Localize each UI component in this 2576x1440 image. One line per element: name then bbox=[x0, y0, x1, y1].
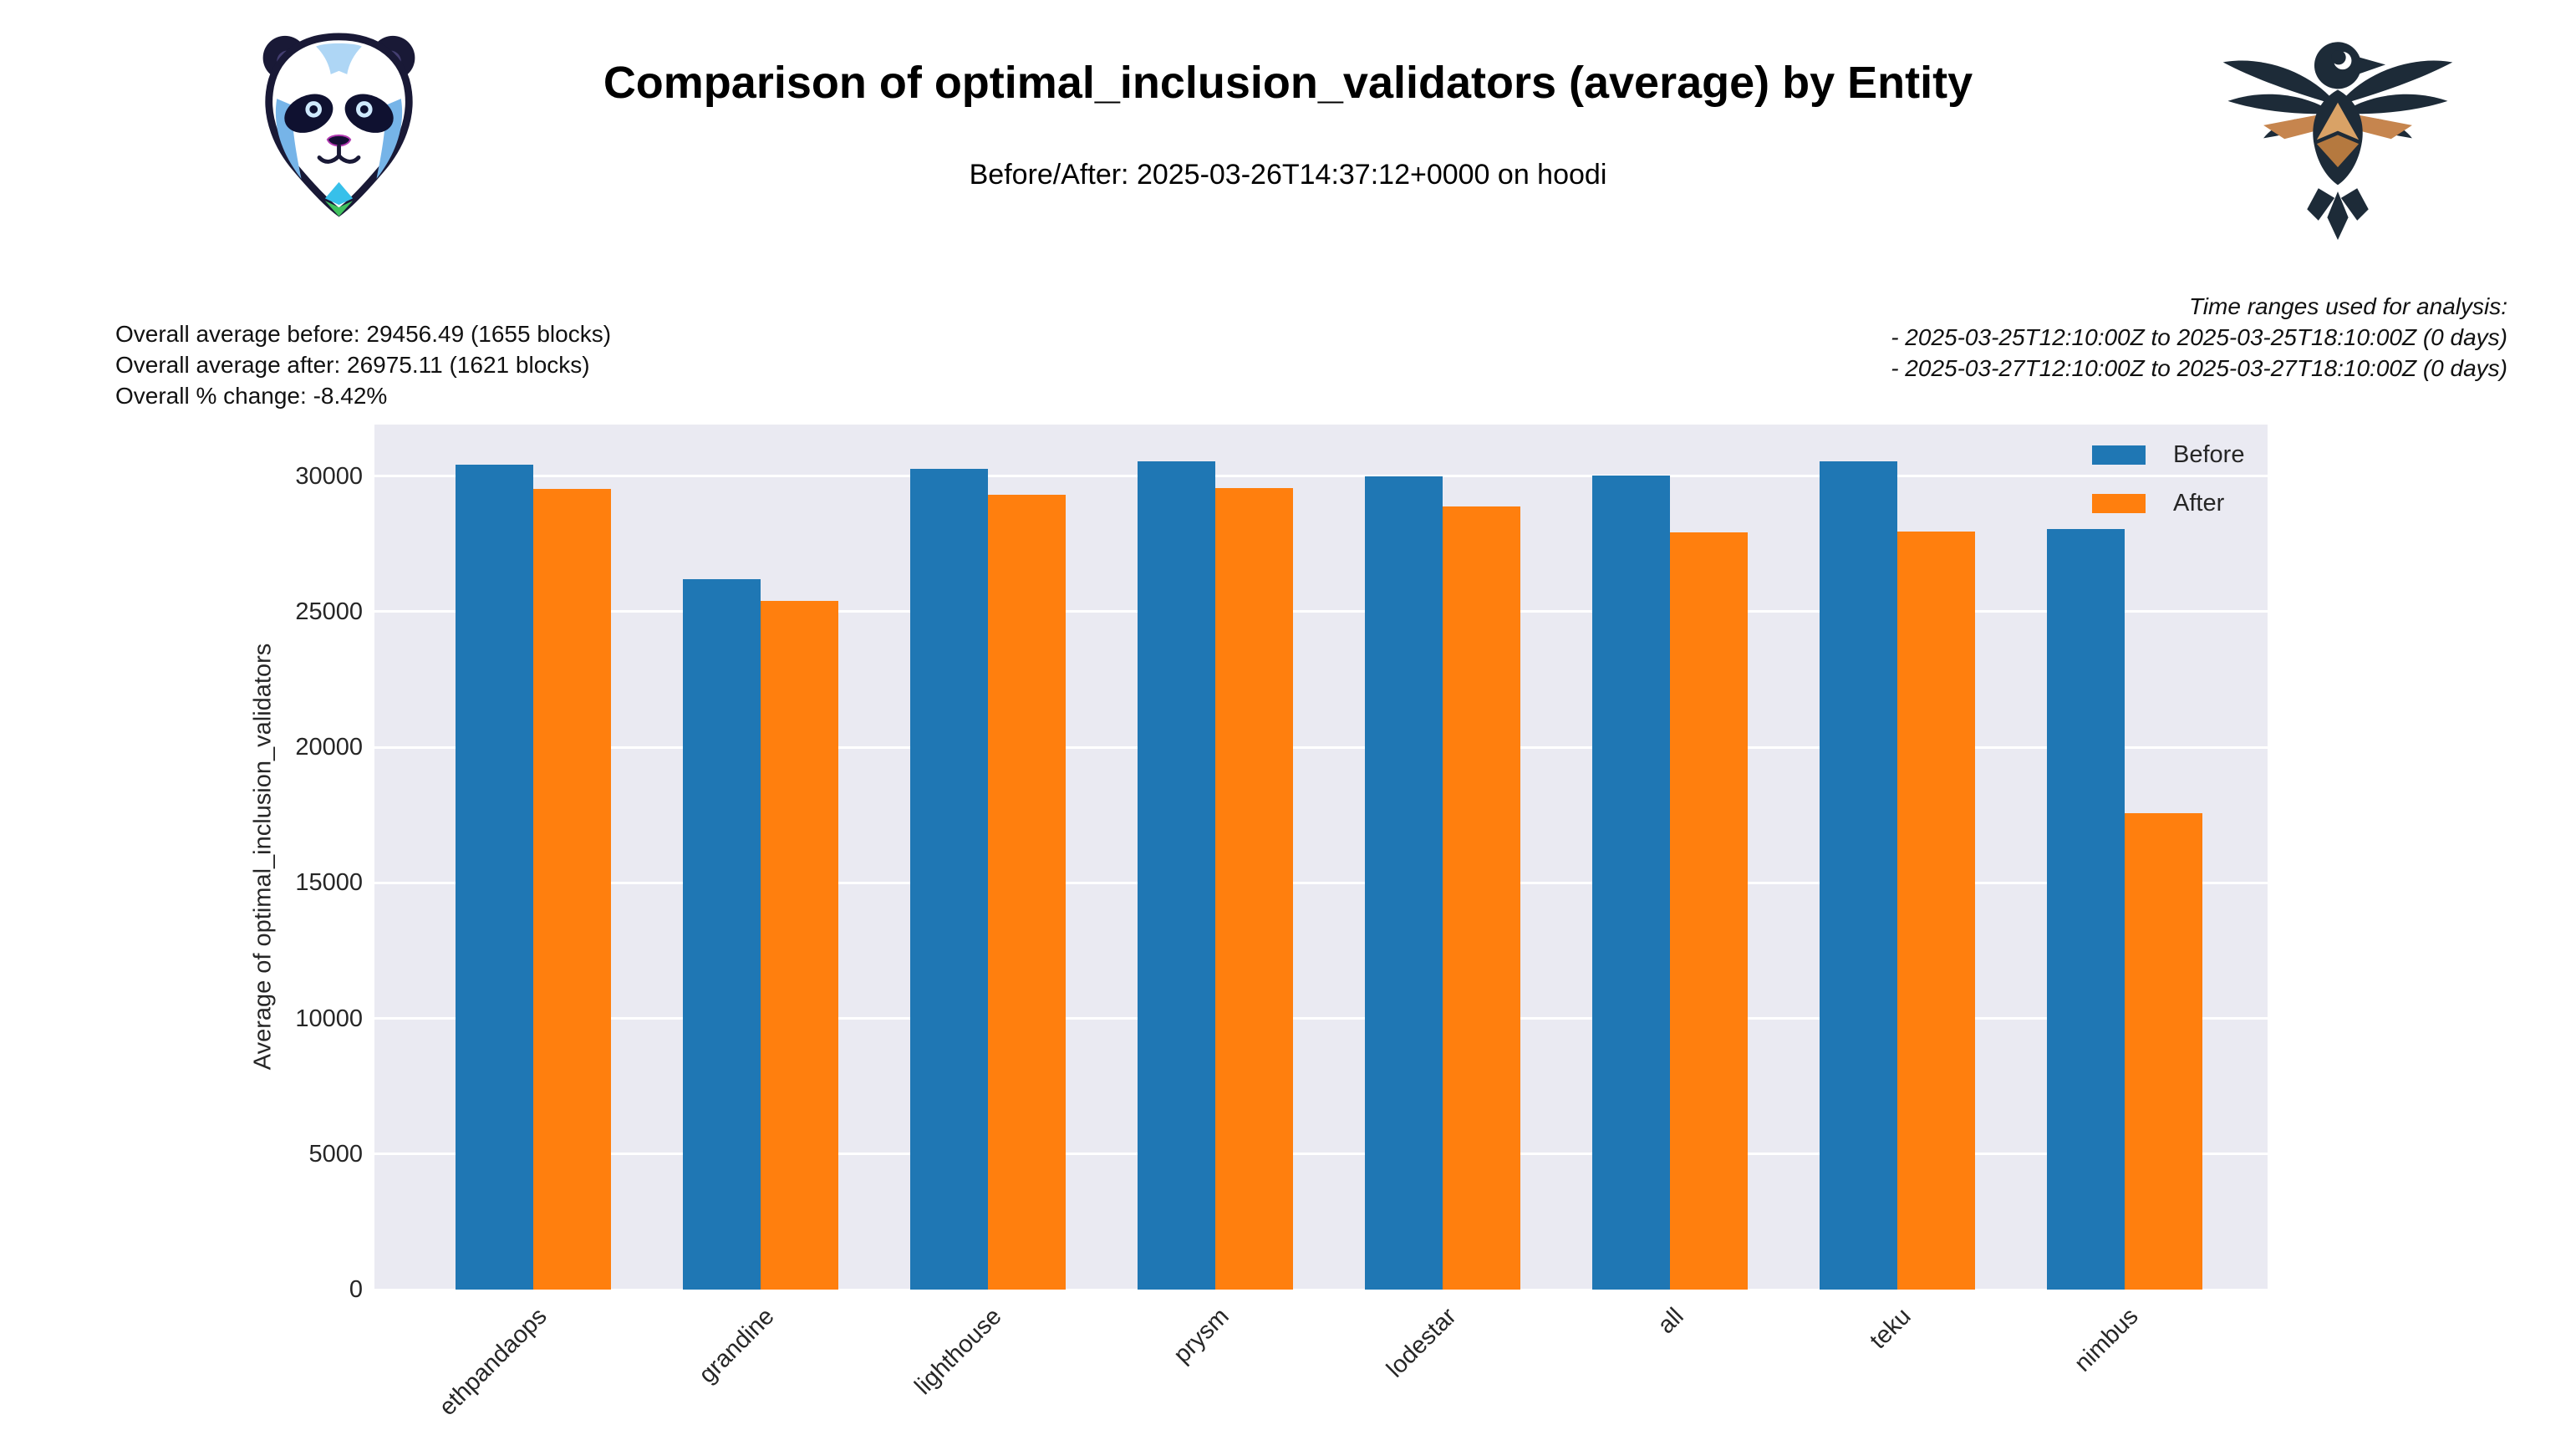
bar-before-lodestar bbox=[1365, 476, 1443, 1290]
bar-before-grandine bbox=[683, 578, 761, 1290]
time-range-1: - 2025-03-25T12:10:00Z to 2025-03-25T18:… bbox=[1891, 324, 2507, 350]
y-tick-label: 20000 bbox=[295, 734, 363, 761]
stat-overall-change: Overall % change: -8.42% bbox=[115, 383, 388, 409]
x-tick-label-ethpandaops: ethpandaops bbox=[434, 1303, 552, 1422]
y-tick-label: 5000 bbox=[308, 1140, 363, 1168]
y-tick-label: 10000 bbox=[295, 1005, 363, 1032]
x-tick-label-teku: teku bbox=[1865, 1303, 1917, 1355]
legend: Before After bbox=[2092, 441, 2244, 538]
legend-label-after: After bbox=[2173, 490, 2225, 516]
bar-after-grandine bbox=[761, 600, 838, 1290]
x-axis-ticks: ethpandaops grandine lighthouse prysm lodest… bbox=[374, 1290, 2268, 1440]
legend-swatch-before bbox=[2092, 445, 2146, 465]
bar-before-teku bbox=[1820, 460, 1897, 1290]
legend-swatch-after bbox=[2092, 494, 2146, 513]
bar-before-nimbus bbox=[2047, 528, 2125, 1290]
gridline bbox=[374, 475, 2268, 478]
x-tick-label-nimbus: nimbus bbox=[2069, 1303, 2144, 1377]
gridline bbox=[374, 1017, 2268, 1020]
page-subtitle: Before/After: 2025-03-26T14:37:12+0000 o… bbox=[969, 159, 1607, 191]
bar-after-nimbus bbox=[2125, 812, 2202, 1290]
gridline bbox=[374, 745, 2268, 749]
y-axis-ticks: 0 5000 10000 15000 20000 25000 30000 bbox=[0, 425, 363, 1303]
x-tick-label-lighthouse: lighthouse bbox=[909, 1303, 1007, 1401]
time-range-2: - 2025-03-27T12:10:00Z to 2025-03-27T18:… bbox=[1891, 355, 2507, 381]
plot-area bbox=[374, 425, 2268, 1291]
y-tick-label: 25000 bbox=[295, 598, 363, 625]
bar-after-prysm bbox=[1215, 487, 1293, 1290]
y-tick-label: 15000 bbox=[295, 869, 363, 897]
panda-logo-icon bbox=[249, 23, 429, 220]
y-tick-label: 0 bbox=[349, 1276, 363, 1303]
legend-item-before: Before bbox=[2092, 441, 2244, 469]
x-tick-label-all: all bbox=[1652, 1303, 1689, 1340]
y-tick-label: 30000 bbox=[295, 462, 363, 490]
stat-overall-before: Overall average before: 29456.49 (1655 b… bbox=[115, 321, 612, 347]
bar-after-teku bbox=[1897, 531, 1975, 1290]
bar-after-ethpandaops bbox=[533, 488, 611, 1290]
gridline bbox=[374, 1153, 2268, 1156]
bar-after-lodestar bbox=[1443, 506, 1520, 1290]
bar-before-lighthouse bbox=[910, 468, 988, 1290]
overall-stats: Overall average before: 29456.49 (1655 b… bbox=[115, 318, 611, 411]
stat-overall-after: Overall average after: 26975.11 (1621 bl… bbox=[115, 352, 590, 378]
bar-before-all bbox=[1592, 475, 1670, 1290]
legend-item-after: After bbox=[2092, 490, 2244, 517]
time-ranges-heading: Time ranges used for analysis: bbox=[2188, 293, 2507, 319]
gridline bbox=[374, 1288, 2268, 1291]
legend-label-before: Before bbox=[2173, 441, 2245, 468]
bar-after-lighthouse bbox=[988, 494, 1066, 1290]
x-tick-label-prysm: prysm bbox=[1168, 1303, 1235, 1369]
x-tick-label-grandine: grandine bbox=[694, 1303, 780, 1389]
bar-before-prysm bbox=[1138, 460, 1215, 1290]
eagle-logo-graphic bbox=[2222, 42, 2453, 241]
gridline bbox=[374, 610, 2268, 613]
page-title: Comparison of optimal_inclusion_validato… bbox=[603, 58, 1973, 108]
gridline bbox=[374, 881, 2268, 884]
panda-logo-graphic bbox=[262, 33, 415, 217]
eagle-logo-icon bbox=[2217, 25, 2459, 243]
x-tick-label-lodestar: lodestar bbox=[1382, 1303, 1462, 1383]
time-ranges: Time ranges used for analysis: - 2025-03… bbox=[1891, 291, 2507, 384]
bar-after-all bbox=[1670, 532, 1748, 1290]
bar-before-ethpandaops bbox=[456, 464, 533, 1290]
